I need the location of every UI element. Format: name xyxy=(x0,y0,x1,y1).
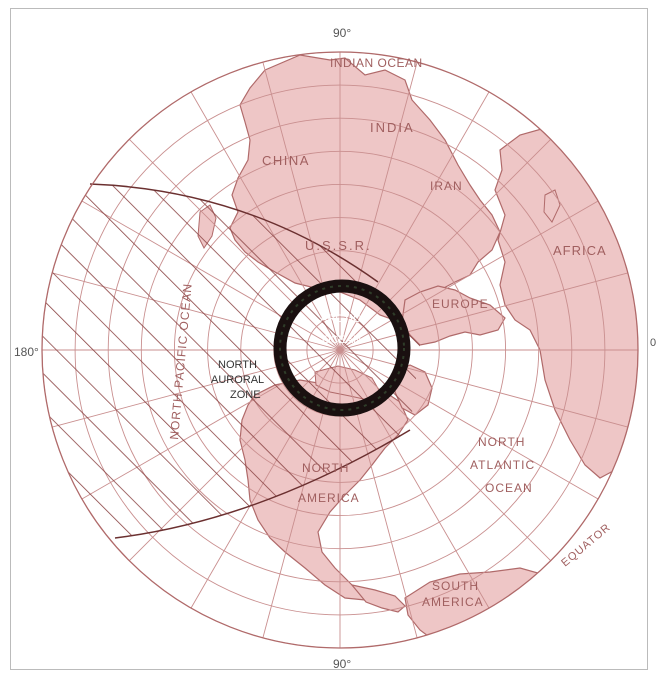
label-equator: EQUATOR xyxy=(559,521,613,569)
label-china: CHINA xyxy=(262,153,310,168)
label-south-america-2: AMERICA xyxy=(422,595,484,609)
label-arctic: ARCTIC xyxy=(320,313,361,325)
hatched-region-upper-boundary xyxy=(89,183,379,283)
label-north-america-2: AMERICA xyxy=(298,491,360,505)
longitude-label-right: 0 xyxy=(650,337,656,349)
label-north-auroral: NORTH xyxy=(218,359,257,371)
longitude-label-left: 180° xyxy=(14,345,39,359)
hatched-region xyxy=(42,184,420,538)
label-arctic-ocean: OCEAN xyxy=(322,334,361,346)
label-europe: EUROPE xyxy=(432,297,489,311)
figure-frame xyxy=(10,8,648,670)
auroral-zone-ring-edge xyxy=(279,285,405,411)
label-iran: IRAN xyxy=(430,179,463,193)
globe-outline xyxy=(41,51,639,649)
label-africa: AFRICA xyxy=(553,243,607,258)
label-india: INDIA xyxy=(370,120,415,135)
madagascar-landmass xyxy=(543,189,561,223)
label-north-atlantic-3: OCEAN xyxy=(485,481,533,495)
label-south-america-1: SOUTH xyxy=(432,579,479,593)
label-zone: ZONE xyxy=(230,389,261,401)
longitude-label-top: 90° xyxy=(333,26,351,40)
label-north-atlantic-1: NORTH xyxy=(478,435,525,449)
hatched-region-lower-boundary xyxy=(114,429,411,539)
label-north-america-1: NORTH xyxy=(302,461,349,475)
africa-landmass xyxy=(494,127,638,479)
label-ussr: U.S.S.R. xyxy=(305,238,372,253)
label-indian-ocean: INDIAN OCEAN xyxy=(330,56,423,70)
central-america-landmass xyxy=(350,584,406,613)
label-auroral: AURORAL xyxy=(211,374,264,386)
europe-landmass xyxy=(401,285,506,346)
longitude-label-bottom: 90° xyxy=(333,657,351,671)
label-north-atlantic-2: ATLANTIC xyxy=(470,458,535,472)
